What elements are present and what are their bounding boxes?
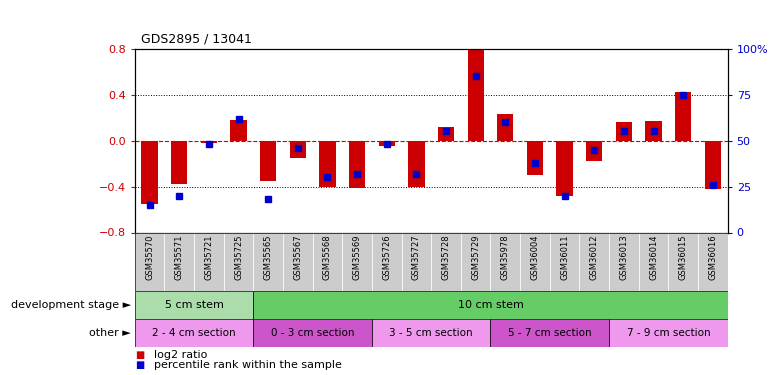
Text: GSM35569: GSM35569 [353,234,362,280]
Bar [698,232,728,291]
Bar [668,232,698,291]
Bar [135,319,253,347]
Bar [379,141,395,146]
Bar [639,232,668,291]
Bar [527,141,543,175]
Text: ■: ■ [135,360,144,370]
Bar [586,141,602,161]
Text: GSM36012: GSM36012 [590,234,599,280]
Bar [290,141,306,158]
Bar [609,319,728,347]
Text: GSM35570: GSM35570 [145,234,154,280]
Bar [550,232,580,291]
Text: 5 cm stem: 5 cm stem [165,300,223,310]
Bar [645,121,661,141]
Text: GSM36014: GSM36014 [649,234,658,280]
Bar [201,141,217,143]
Bar [372,232,402,291]
Text: GSM35565: GSM35565 [263,234,273,280]
Bar [408,141,424,187]
Bar [164,232,194,291]
Bar [343,232,372,291]
Text: GSM35978: GSM35978 [500,234,510,280]
Text: 10 cm stem: 10 cm stem [457,300,524,310]
Bar [283,232,313,291]
Bar [490,319,609,347]
Text: GSM35727: GSM35727 [412,234,421,280]
Text: 0 - 3 cm section: 0 - 3 cm section [271,328,354,338]
Text: GSM36004: GSM36004 [531,234,540,280]
Bar [135,232,165,291]
Bar [223,232,253,291]
Bar [467,49,484,141]
Bar [490,232,521,291]
Bar [705,141,721,189]
Bar [142,141,158,204]
Text: development stage ►: development stage ► [11,300,131,310]
Bar [557,141,573,196]
Text: ■: ■ [135,350,144,360]
Text: GSM36016: GSM36016 [708,234,718,280]
Bar [194,232,223,291]
Text: GSM35729: GSM35729 [471,234,480,280]
Bar [580,232,609,291]
Text: percentile rank within the sample: percentile rank within the sample [154,360,342,370]
Bar [372,319,490,347]
Text: GSM35728: GSM35728 [441,234,450,280]
Bar [230,120,246,141]
Bar [521,232,550,291]
Bar [253,232,283,291]
Text: GSM35567: GSM35567 [293,234,303,280]
Bar [431,232,460,291]
Text: GSM35726: GSM35726 [382,234,391,280]
Text: GSM36015: GSM36015 [678,234,688,280]
Bar [135,291,253,319]
Text: GSM35571: GSM35571 [175,234,184,280]
Bar [497,114,514,141]
Text: GSM35568: GSM35568 [323,234,332,280]
Bar [616,122,632,141]
Text: GSM35721: GSM35721 [204,234,213,280]
Bar [675,92,691,141]
Text: GSM36011: GSM36011 [560,234,569,280]
Bar [320,141,336,187]
Text: log2 ratio: log2 ratio [154,350,207,360]
Bar [260,141,276,181]
Bar [402,232,431,291]
Text: 3 - 5 cm section: 3 - 5 cm section [390,328,473,338]
Bar [313,232,342,291]
Text: 2 - 4 cm section: 2 - 4 cm section [152,328,236,338]
Bar [461,232,490,291]
Text: 7 - 9 cm section: 7 - 9 cm section [627,328,710,338]
Text: GSM36013: GSM36013 [619,234,628,280]
Text: 5 - 7 cm section: 5 - 7 cm section [508,328,591,338]
Text: GDS2895 / 13041: GDS2895 / 13041 [141,32,252,45]
Bar [253,319,372,347]
Bar [253,291,728,319]
Bar [609,232,639,291]
Bar [438,127,454,141]
Text: other ►: other ► [89,328,131,338]
Bar [171,141,187,184]
Bar [349,141,365,188]
Text: GSM35725: GSM35725 [234,234,243,280]
